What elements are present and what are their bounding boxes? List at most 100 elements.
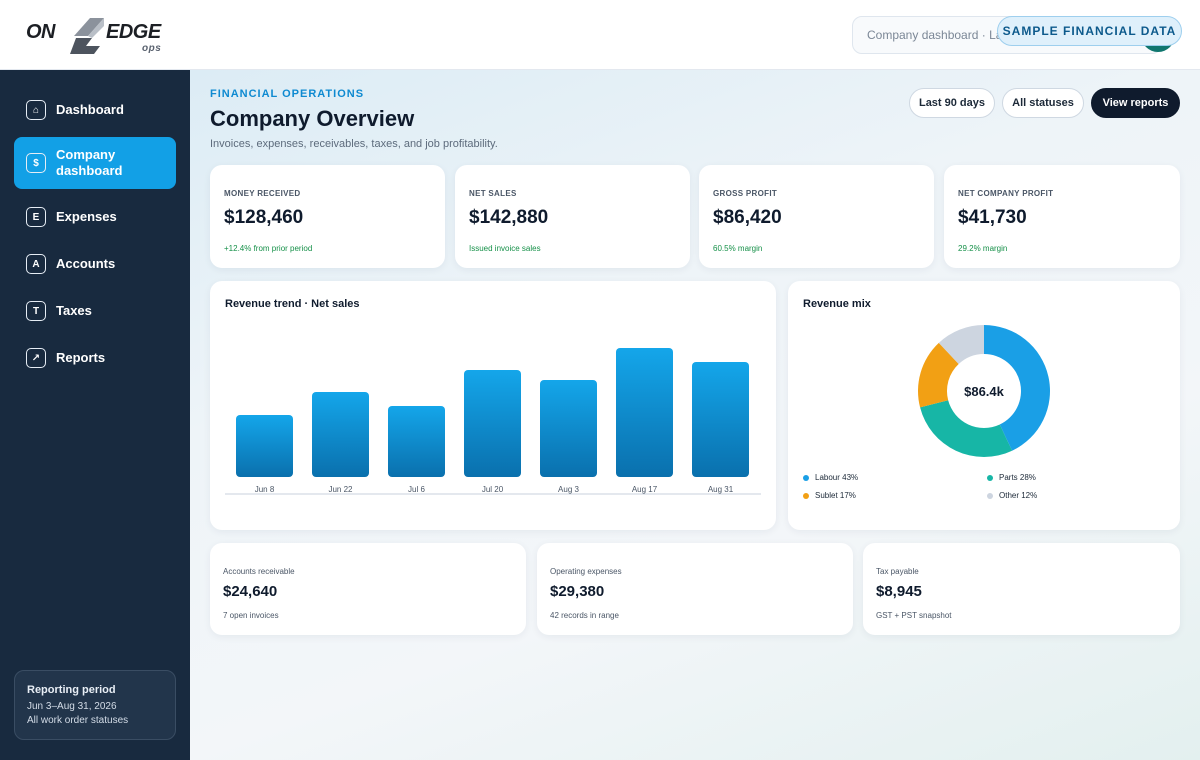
kpi-label: NET COMPANY PROFIT xyxy=(958,189,1054,198)
bar-jun-22[interactable] xyxy=(312,392,369,477)
logo-mark-icon xyxy=(70,18,104,54)
kpi-card-net-company-profit: NET COMPANY PROFIT $41,730 29.2% margin xyxy=(944,165,1180,268)
donut-slice-sublet[interactable] xyxy=(918,342,959,408)
summary-note: GST + PST snapshot xyxy=(876,611,952,620)
summary-label: Accounts receivable xyxy=(223,567,295,576)
revenue-trend-chart: Jun 8 Jun 22 Jul 6 Jul 20 Aug 3 Aug 17 Aug 31 xyxy=(225,348,761,495)
x-tick-label: Jul 6 xyxy=(408,485,425,494)
kpi-card-money-received: MONEY RECEIVED $128,460 +12.4% from prio… xyxy=(210,165,445,268)
logo-subtext: ops xyxy=(142,43,162,54)
kpi-note: 29.2% margin xyxy=(958,244,1008,253)
top-bar: ON EDGE ops Company dashboard · Last 90 … xyxy=(0,0,1200,70)
logo-text-edge: EDGE xyxy=(106,21,161,43)
donut-slice-labour[interactable] xyxy=(984,325,1050,451)
kpi-label: MONEY RECEIVED xyxy=(224,189,301,198)
legend-swatch xyxy=(803,474,809,481)
sidebar-item-label: Expenses xyxy=(56,209,117,224)
donut-center-label: $86.4k xyxy=(964,384,1005,399)
legend-item: Sublet 17% xyxy=(803,491,856,500)
bar-aug-3[interactable] xyxy=(540,380,597,477)
taxes-icon: T xyxy=(26,301,46,321)
revenue-mix-card: Revenue mix $86.4k Labour 43% Parts 28% Su… xyxy=(788,281,1180,530)
revenue-mix-chart: $86.4k xyxy=(918,325,1050,457)
sidebar-item-label: Company dashboard xyxy=(56,147,123,178)
sidebar-item-company-dashboard[interactable]: $ Company dashboard xyxy=(14,137,176,189)
kpi-value: $86,420 xyxy=(713,207,782,228)
kpi-label: NET SALES xyxy=(469,189,517,198)
bar-jul-20[interactable] xyxy=(464,370,521,477)
sidebar-item-taxes[interactable]: T Taxes xyxy=(14,293,176,329)
kpi-card-gross-profit: GROSS PROFIT $86,420 60.5% margin xyxy=(699,165,934,268)
summary-value: $8,945 xyxy=(876,583,922,600)
legend-label: Labour 43% xyxy=(815,473,859,482)
date-range-filter-button[interactable]: Last 90 days xyxy=(909,88,995,118)
legend-swatch xyxy=(803,492,809,499)
revenue-trend-title: Revenue trend · Net sales xyxy=(225,298,360,310)
sidebar-item-label: Accounts xyxy=(56,256,116,271)
sidebar-item-expenses[interactable]: E Expenses xyxy=(14,199,176,235)
trend-arrow-icon: ↗ xyxy=(26,348,46,368)
x-tick-label: Aug 31 xyxy=(708,485,734,494)
reporting-period-statuses: All work order statuses xyxy=(27,715,129,726)
bar-aug-17[interactable] xyxy=(616,348,673,477)
revenue-trend-card: Revenue trend · Net sales Jun 8 Jun 22 Jul… xyxy=(210,281,776,530)
sidebar-item-dashboard[interactable]: ⌂ Dashboard xyxy=(14,92,176,128)
dollar-icon: $ xyxy=(26,153,46,173)
sample-data-badge: SAMPLE FINANCIAL DATA xyxy=(997,16,1182,46)
x-tick-label: Aug 3 xyxy=(558,485,579,494)
legend-item: Labour 43% xyxy=(803,473,858,482)
x-tick-label: Jul 20 xyxy=(482,485,504,494)
kpi-value: $41,730 xyxy=(958,207,1027,228)
summary-note: 7 open invoices xyxy=(223,611,279,620)
kpi-value: $128,460 xyxy=(224,207,304,228)
legend-item: Other 12% xyxy=(987,491,1037,500)
main-content: FINANCIAL OPERATIONS Company Overview In… xyxy=(190,70,1200,760)
legend-label: Sublet 17% xyxy=(815,491,856,500)
summary-value: $24,640 xyxy=(223,583,278,600)
summary-value: $29,380 xyxy=(550,583,605,600)
kpi-note: +12.4% from prior period xyxy=(224,244,313,253)
kpi-label: GROSS PROFIT xyxy=(713,189,778,198)
kpi-note: Issued invoice sales xyxy=(469,244,541,253)
sidebar-item-accounts[interactable]: A Accounts xyxy=(14,246,176,282)
status-filter-button[interactable]: All statuses xyxy=(1002,88,1084,118)
operating-expenses-card[interactable]: Operating expenses $29,380 42 records in… xyxy=(537,543,853,635)
sidebar-item-label: Reports xyxy=(56,350,106,365)
bar-jul-6[interactable] xyxy=(388,406,445,477)
expenses-icon: E xyxy=(26,207,46,227)
donut-slice-parts[interactable] xyxy=(920,400,1013,457)
summary-note: 42 records in range xyxy=(550,611,619,620)
reporting-period-range: Jun 3–Aug 31, 2026 xyxy=(27,701,117,712)
view-reports-button[interactable]: View reports xyxy=(1091,88,1180,118)
legend-item: Parts 28% xyxy=(987,473,1036,482)
x-tick-label: Jun 8 xyxy=(255,485,275,494)
legend-swatch xyxy=(987,474,993,481)
legend-label: Parts 28% xyxy=(999,473,1036,482)
donut-slice-other[interactable] xyxy=(938,325,984,365)
bar-jun-8[interactable] xyxy=(236,415,293,477)
summary-label: Tax payable xyxy=(876,567,919,576)
accounts-receivable-card[interactable]: Accounts receivable $24,640 7 open invoi… xyxy=(210,543,526,635)
tax-payable-card[interactable]: Tax payable $8,945 GST + PST snapshot xyxy=(863,543,1180,635)
x-tick-label: Aug 17 xyxy=(632,485,658,494)
sidebar-item-reports[interactable]: ↗ Reports xyxy=(14,340,176,376)
accounts-icon: A xyxy=(26,254,46,274)
kpi-card-net-sales: NET SALES $142,880 Issued invoice sales xyxy=(455,165,690,268)
legend-label: Other 12% xyxy=(999,491,1038,500)
bar-aug-31[interactable] xyxy=(692,362,749,477)
revenue-mix-title: Revenue mix xyxy=(803,298,871,310)
reporting-period-title: Reporting period xyxy=(27,684,116,696)
sidebar: ⌂ Dashboard $ Company dashboard E Expenses A Ac… xyxy=(0,70,190,760)
page-subtitle: Invoices, expenses, receivables, taxes, … xyxy=(210,138,498,150)
reporting-period-card: Reporting period Jun 3–Aug 31, 2026 All … xyxy=(14,670,176,740)
onedge-logo[interactable]: ON EDGE ops xyxy=(26,12,176,58)
sidebar-item-label: Dashboard xyxy=(56,102,124,117)
x-tick-label: Jun 22 xyxy=(328,485,353,494)
summary-label: Operating expenses xyxy=(550,567,622,576)
logo-text-on: ON xyxy=(26,21,56,43)
legend-swatch xyxy=(987,492,993,499)
home-icon: ⌂ xyxy=(26,100,46,120)
sidebar-item-label: Taxes xyxy=(56,303,92,318)
page-title: Company Overview xyxy=(210,106,415,131)
page-eyebrow: FINANCIAL OPERATIONS xyxy=(210,88,365,100)
